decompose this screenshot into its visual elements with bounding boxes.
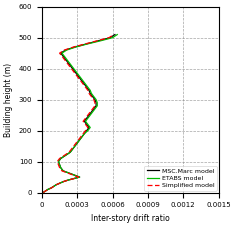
MSC.Marc model <box>42 191 44 194</box>
MSC.Marc model <box>72 177 75 180</box>
MSC.Marc model <box>83 83 86 86</box>
X-axis label: Inter-story drift ratio: Inter-story drift ratio <box>91 214 170 223</box>
ETABS model <box>72 177 75 180</box>
Simplified model <box>82 120 85 123</box>
ETABS model <box>84 120 87 123</box>
ETABS model <box>57 160 60 163</box>
MSC.Marc model <box>57 160 60 163</box>
ETABS model <box>47 188 49 191</box>
ETABS model <box>116 33 119 36</box>
ETABS model <box>84 83 87 86</box>
Simplified model <box>47 188 49 191</box>
Line: ETABS model: ETABS model <box>43 35 117 192</box>
Y-axis label: Building height (m): Building height (m) <box>4 63 13 137</box>
Simplified model <box>72 177 75 180</box>
MSC.Marc model <box>47 188 49 191</box>
MSC.Marc model <box>83 120 86 123</box>
Line: MSC.Marc model: MSC.Marc model <box>43 35 115 192</box>
Simplified model <box>112 33 115 36</box>
Simplified model <box>42 191 44 194</box>
Simplified model <box>56 160 59 163</box>
ETABS model <box>58 182 61 185</box>
Simplified model <box>82 83 85 86</box>
Line: Simplified model: Simplified model <box>43 35 114 192</box>
MSC.Marc model <box>114 33 116 36</box>
ETABS model <box>42 191 44 194</box>
MSC.Marc model <box>58 182 61 185</box>
Simplified model <box>58 182 61 185</box>
Legend: MSC.Marc model, ETABS model, Simplified model: MSC.Marc model, ETABS model, Simplified … <box>144 166 217 191</box>
